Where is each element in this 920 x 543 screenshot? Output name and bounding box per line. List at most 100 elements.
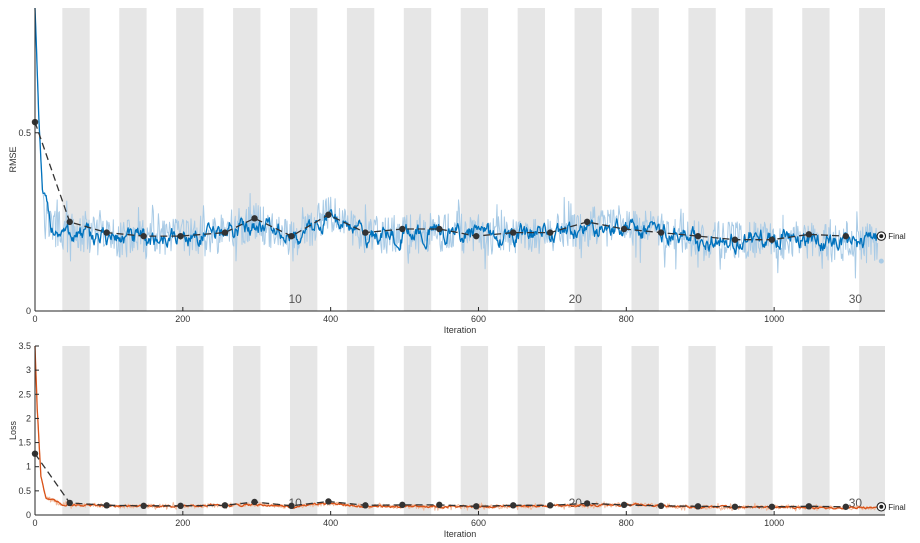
validation-point xyxy=(620,501,628,509)
y-tick-label: 1.5 xyxy=(18,438,31,448)
validation-point xyxy=(140,502,147,510)
validation-point xyxy=(842,503,850,510)
epoch-band xyxy=(62,346,90,515)
validation-point xyxy=(325,211,332,218)
validation-point xyxy=(694,232,702,240)
y-tick-label: 0 xyxy=(26,510,31,520)
final-label: Final xyxy=(888,232,906,241)
x-tick-label: 1000 xyxy=(764,314,784,324)
epoch-band xyxy=(460,8,489,311)
x-axis-label: Iteration xyxy=(444,325,477,335)
validation-point xyxy=(768,236,776,243)
x-tick-label: 400 xyxy=(323,314,338,324)
validation-point xyxy=(657,229,665,236)
rmse-chart: 10 20 30 Final 0 200 400 600 800 1000 0 0.5 Iteratio… xyxy=(8,7,906,335)
y-tick-label: 0 xyxy=(26,306,31,316)
epoch-band xyxy=(460,346,489,515)
epoch-band xyxy=(290,8,318,311)
x-tick-label: 0 xyxy=(32,314,37,324)
epoch-band xyxy=(346,346,375,515)
x-tick-label: 0 xyxy=(32,518,37,528)
validation-point xyxy=(399,501,406,509)
validation-point xyxy=(583,218,591,226)
epoch-label: 20 xyxy=(569,292,583,306)
final-marker-dot xyxy=(879,504,884,509)
epoch-band xyxy=(859,8,885,311)
validation-point xyxy=(177,502,184,510)
epoch-label: 30 xyxy=(849,292,863,306)
validation-point xyxy=(177,232,184,240)
validation-point xyxy=(510,502,517,509)
validation-point xyxy=(362,229,369,236)
validation-point xyxy=(221,502,229,509)
validation-point xyxy=(288,502,295,510)
epoch-band xyxy=(233,346,261,515)
validation-point xyxy=(473,232,480,240)
validation-point xyxy=(546,502,554,509)
x-tick-label: 1000 xyxy=(764,518,784,528)
validation-point xyxy=(694,503,702,510)
y-tick-label: 2 xyxy=(26,413,31,423)
epoch-band xyxy=(631,346,659,515)
epoch-band xyxy=(631,8,659,311)
validation-point xyxy=(399,225,406,233)
epoch-band xyxy=(688,346,716,515)
y-tick-label: 0.5 xyxy=(18,128,31,138)
validation-point xyxy=(436,501,443,509)
epoch-band xyxy=(119,8,147,311)
x-tick-label: 600 xyxy=(471,314,486,324)
validation-point xyxy=(140,232,147,240)
epoch-band xyxy=(290,346,318,515)
validation-point xyxy=(805,231,813,238)
x-tick-label: 800 xyxy=(619,314,634,324)
validation-point xyxy=(657,502,665,510)
epoch-band xyxy=(62,8,90,311)
validation-point xyxy=(546,229,554,236)
validation-point xyxy=(325,498,332,505)
final-validation-dot xyxy=(878,258,884,264)
epoch-band xyxy=(346,8,375,311)
validation-point xyxy=(103,229,110,236)
validation-point xyxy=(362,502,369,509)
y-axis-label: Loss xyxy=(8,420,18,440)
epoch-band xyxy=(802,8,830,311)
y-tick-label: 2.5 xyxy=(18,389,31,399)
epoch-band xyxy=(574,8,602,311)
y-tick-label: 3 xyxy=(26,365,31,375)
validation-point xyxy=(731,236,739,243)
validation-point xyxy=(768,503,776,510)
validation-point xyxy=(620,225,628,233)
x-tick-label: 800 xyxy=(619,518,634,528)
x-tick-label: 600 xyxy=(471,518,486,528)
epoch-band xyxy=(688,8,716,311)
x-tick-label: 400 xyxy=(323,518,338,528)
validation-point xyxy=(510,229,517,236)
x-axis-label: Iteration xyxy=(444,529,477,539)
epoch-band xyxy=(517,8,545,311)
y-tick-label: 3.5 xyxy=(18,341,31,351)
validation-point xyxy=(103,502,110,509)
epoch-band xyxy=(403,346,432,515)
epoch-band xyxy=(403,8,432,311)
validation-point xyxy=(473,503,480,510)
validation-point xyxy=(221,229,229,236)
epoch-band xyxy=(233,8,261,311)
epoch-band xyxy=(745,346,773,515)
y-tick-label: 0.5 xyxy=(18,486,31,496)
y-tick-label: 1 xyxy=(26,462,31,472)
epoch-band xyxy=(176,346,204,515)
epoch-band xyxy=(517,346,545,515)
epoch-band xyxy=(574,346,602,515)
final-marker-dot xyxy=(879,234,884,239)
validation-point xyxy=(842,232,850,240)
y-axis-label: RMSE xyxy=(8,146,18,172)
epoch-band xyxy=(119,346,147,515)
epoch-band xyxy=(176,8,204,311)
validation-point xyxy=(731,503,739,510)
validation-point xyxy=(805,503,813,510)
validation-point xyxy=(583,500,591,507)
epoch-band xyxy=(745,8,773,311)
validation-point xyxy=(66,499,73,507)
